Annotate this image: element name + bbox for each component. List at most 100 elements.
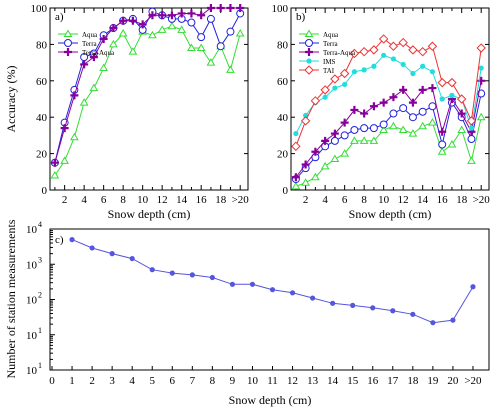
- data-point: [206, 58, 216, 66]
- data-point: [378, 34, 389, 44]
- data-point: [398, 125, 408, 133]
- data-point: [226, 4, 235, 12]
- data-point: [410, 311, 416, 317]
- data-point: [427, 41, 438, 51]
- panel-b-series: [291, 34, 486, 190]
- data-point: [60, 156, 70, 164]
- series-line: [295, 80, 482, 178]
- x-tick-label: 4: [81, 194, 87, 206]
- y-tick-label: 80: [277, 39, 289, 51]
- data-point: [70, 91, 79, 100]
- panel-c-x-ticks: 0 1 2 3 4 5 6 7 8 9 10 11 12 13 14 15 16 17 18 19 20 >20: [49, 366, 482, 387]
- data-point: [167, 11, 176, 20]
- x-tick-label: 0: [49, 375, 55, 387]
- x-tick-label: 10: [378, 194, 390, 206]
- data-point: [269, 287, 276, 293]
- legend-label: Terra-Aqua: [82, 49, 115, 57]
- data-point: [301, 160, 310, 169]
- y-tick-label: 40: [36, 112, 48, 124]
- y-tick-label: 80: [36, 39, 48, 51]
- data-point: [303, 112, 309, 118]
- data-point: [330, 154, 340, 163]
- data-point: [206, 4, 215, 12]
- data-point: [196, 43, 206, 52]
- y-tick-exponent: 4: [38, 220, 42, 229]
- legend-label: TAI: [323, 67, 335, 75]
- panel-c-xlabel: Snow depth (cm): [229, 393, 312, 407]
- series-line: [295, 117, 482, 187]
- data-point: [420, 63, 426, 69]
- x-tick-label: 14: [327, 375, 339, 387]
- data-point: [197, 33, 206, 42]
- legend-marker: [64, 48, 72, 56]
- x-tick-label: 4: [322, 194, 328, 206]
- panel-c-series: [69, 237, 476, 326]
- data-point: [330, 300, 336, 306]
- x-tick-label: 2: [62, 194, 68, 206]
- x-tick-label: 12: [398, 194, 409, 206]
- series-station-count: [69, 237, 476, 326]
- panel-a-ylabel: Accuracy (%): [4, 66, 18, 133]
- panel-b-x-ticks: 2 4 6 8 10 12 14 16 18 >20: [295, 8, 490, 206]
- data-point: [236, 4, 245, 12]
- panel-a-label: a): [55, 11, 64, 23]
- data-point: [408, 113, 417, 122]
- y-tick-label: 10: [26, 224, 38, 236]
- x-tick-label: 7: [190, 375, 196, 387]
- data-point: [350, 302, 356, 309]
- x-tick-label: 13: [307, 375, 319, 387]
- panel-b-frame: [290, 7, 490, 191]
- data-point: [361, 67, 367, 73]
- data-point: [291, 173, 300, 182]
- data-point: [438, 127, 447, 136]
- y-tick-label: 10: [26, 330, 38, 342]
- legend-marker: [305, 39, 313, 47]
- legend-marker: [64, 39, 72, 47]
- data-point: [369, 45, 379, 55]
- data-point: [398, 37, 408, 48]
- data-point: [369, 102, 378, 111]
- data-point: [50, 170, 60, 179]
- x-tick-label: 11: [267, 375, 278, 387]
- x-tick-label: 16: [367, 375, 379, 387]
- legend-label: Aqua: [323, 31, 339, 39]
- data-point: [476, 112, 486, 121]
- data-point: [429, 69, 436, 75]
- data-point: [206, 14, 215, 23]
- y-tick-label: 0: [42, 185, 48, 197]
- data-point: [229, 281, 236, 287]
- x-tick-label: 10: [247, 375, 259, 387]
- x-tick-label: >20: [232, 194, 250, 206]
- x-tick-label: 20: [447, 375, 459, 387]
- data-point: [408, 129, 418, 137]
- data-point: [69, 237, 75, 243]
- x-tick-label: >20: [464, 375, 482, 387]
- data-point: [447, 77, 457, 88]
- data-point: [468, 125, 475, 131]
- data-point: [466, 116, 477, 126]
- data-point: [428, 84, 437, 93]
- data-point: [50, 158, 59, 167]
- data-point: [390, 56, 397, 62]
- panel-b-xlabel: Snow depth (cm): [349, 207, 432, 221]
- data-point: [457, 125, 467, 133]
- data-point: [109, 39, 118, 48]
- data-point: [370, 305, 376, 311]
- data-point: [169, 270, 175, 276]
- data-point: [360, 109, 369, 118]
- data-point: [390, 308, 396, 314]
- y-tick-exponent: 1: [38, 361, 42, 370]
- data-point: [456, 94, 467, 104]
- data-point: [389, 121, 398, 130]
- data-point: [399, 85, 408, 94]
- x-tick-label: 17: [387, 375, 399, 387]
- data-point: [291, 141, 301, 152]
- legend-label: Terra: [323, 40, 339, 48]
- data-point: [99, 63, 109, 72]
- data-point: [342, 81, 348, 88]
- y-tick-label: 10: [26, 295, 38, 307]
- legend-marker: [304, 65, 314, 75]
- data-point: [109, 251, 115, 257]
- data-point: [330, 74, 340, 84]
